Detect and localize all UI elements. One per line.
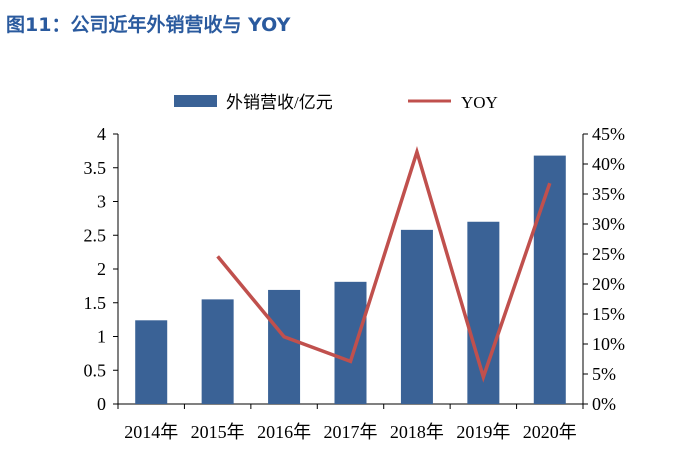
figure-title: 图11：公司近年外销营收与 YOY — [6, 14, 291, 36]
x-tick-label: 2017年 — [324, 422, 378, 442]
y-right-tick-label: 30% — [592, 214, 625, 234]
y-left-tick-label: 2 — [97, 259, 106, 279]
legend: 外销营收/亿元 YOY — [174, 93, 498, 112]
y-right-tick-label: 40% — [592, 154, 625, 174]
y-left-tick-label: 1 — [97, 327, 106, 347]
y-left-tick-label: 3.5 — [84, 158, 107, 178]
y-right-tick-label: 15% — [592, 304, 625, 324]
y-left-tick-label: 3 — [97, 192, 106, 212]
line-series — [216, 146, 552, 383]
y-right-tick-label: 10% — [592, 334, 625, 354]
bar — [201, 299, 234, 404]
y-right-tick-label: 20% — [592, 274, 625, 294]
legend-label-line: YOY — [461, 93, 498, 112]
bar — [334, 281, 367, 404]
y-right-tick-label: 0% — [592, 394, 616, 414]
x-tick-label: 2020年 — [523, 422, 577, 442]
y-left-tick-label: 2.5 — [84, 225, 107, 245]
y-right-tick-label: 5% — [592, 364, 616, 384]
y-left-tick-label: 1.5 — [84, 293, 107, 313]
y-right-tick-label: 25% — [592, 244, 625, 264]
y-right-tick-label: 35% — [592, 184, 625, 204]
x-tick-label: 2015年 — [191, 422, 245, 442]
legend-label-bar: 外销营收/亿元 — [226, 93, 333, 112]
y-right-tick-label: 45% — [592, 124, 625, 144]
yoy-line — [216, 146, 552, 383]
bar — [135, 320, 168, 404]
x-tick-label: 2019年 — [456, 422, 510, 442]
bar — [268, 289, 301, 404]
y-left-tick-label: 4 — [97, 124, 106, 144]
x-tick-label: 2018年 — [390, 422, 444, 442]
y-left-tick-label: 0 — [97, 394, 106, 414]
x-tick-label: 2014年 — [124, 422, 178, 442]
bar — [400, 229, 433, 404]
x-tick-label: 2016年 — [257, 422, 311, 442]
legend-swatch-bar — [174, 95, 217, 107]
bar — [533, 155, 566, 404]
y-left-tick-label: 0.5 — [84, 360, 107, 380]
bar-series — [135, 155, 566, 404]
